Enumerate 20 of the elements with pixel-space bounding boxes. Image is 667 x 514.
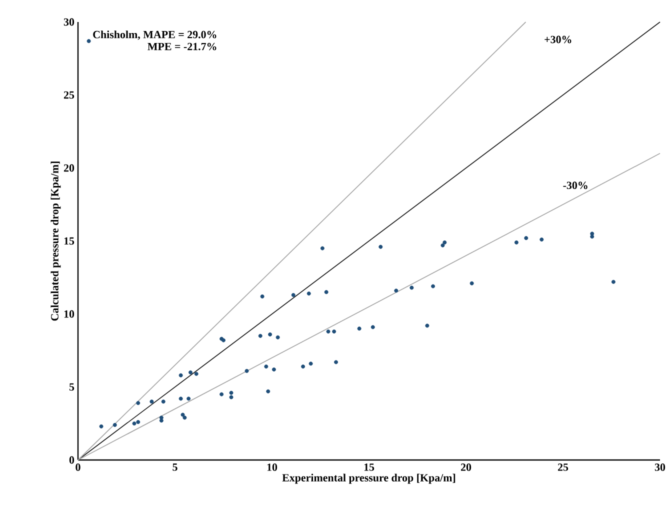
y-tick-label: 30 [64,18,74,26]
y-tick-label: 20 [64,164,74,172]
x-tick-label: 15 [364,464,374,471]
y-axis-title: Calculated pressure drop [Kpa/m] [50,162,61,321]
x-axis-title: Experimental pressure drop [Kpa/m] [282,474,456,484]
x-tick-label: 20 [460,464,472,471]
legend-label: Chisholm, MAPE = 29.0% [93,30,216,40]
x-tick-label: 25 [558,464,568,471]
y-tick-label: 10 [64,310,74,318]
x-tick-label: 5 [172,464,178,471]
y-tick-label: 5 [69,383,74,391]
annotation: -30% [563,182,588,190]
x-tick-label: 10 [267,464,278,471]
x-tick-label: 30 [654,464,666,471]
y-tick-label: 25 [64,91,74,99]
annotation: MPE = -21.7% [148,42,216,50]
x-tick-label: 0 [76,464,80,471]
y-tick-label: 0 [69,456,74,464]
annotation: +30% [544,36,572,44]
y-tick-label: 15 [64,237,74,245]
